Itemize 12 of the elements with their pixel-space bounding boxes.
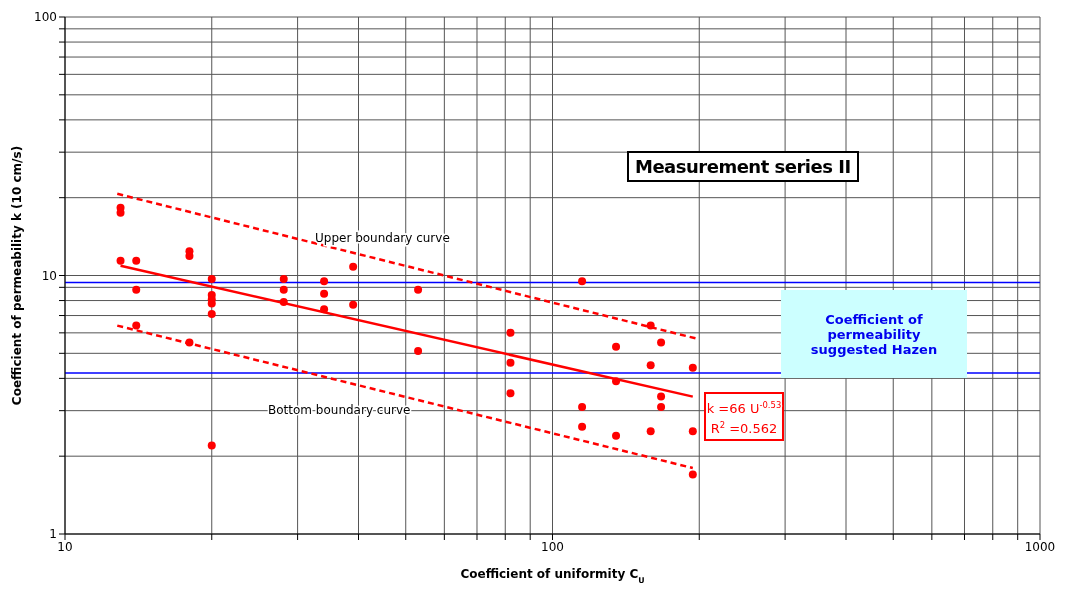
text-box: Coefficient of permeability suggested Hazen (781, 290, 967, 378)
annotation: k =66 U$^{-0.53}$ (706, 400, 782, 416)
annotation: R$^{2}$ =0.562 (710, 420, 778, 436)
y-tick-label: 10 (41, 268, 57, 283)
y-tick-label: 1 (49, 527, 57, 542)
x-tick-label: 1000 (1024, 539, 1056, 554)
x-axis-title: Coefficient of uniformity C$_{U}$ (460, 567, 645, 585)
y-tick-label: 100 (34, 10, 57, 25)
text: Measurement series II (627, 151, 859, 182)
x-tick-label: 10 (57, 539, 73, 554)
y-axis-title: Coefficient of permeability k (10 cm/s) (10, 145, 24, 406)
x-tick-label: 100 (541, 539, 564, 554)
